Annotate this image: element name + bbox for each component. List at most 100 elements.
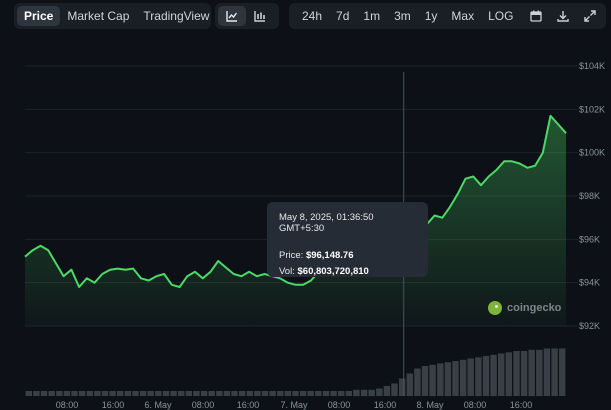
volume-bar (56, 391, 63, 396)
volume-bar (345, 391, 352, 396)
volume-bar (25, 391, 32, 396)
volume-bar (421, 366, 429, 396)
volume-bar (185, 391, 192, 396)
x-tick-label: 16:00 (237, 400, 260, 410)
calendar-button[interactable] (522, 6, 549, 26)
volume-bar (147, 391, 154, 396)
range-3m[interactable]: 3m (394, 9, 411, 23)
tooltip-volume-row: Vol: $60,803,720,810 (279, 266, 416, 277)
volume-bar (139, 391, 147, 396)
volume-bar (246, 391, 253, 396)
volume-bar (376, 388, 383, 396)
volume-bar (490, 354, 497, 397)
y-tick-label: $100K (579, 148, 605, 158)
volume-bar (437, 363, 444, 396)
volume-bar (467, 358, 474, 396)
volume-bar (78, 391, 86, 396)
range-7d[interactable]: 7d (336, 9, 350, 23)
volume-bar (208, 391, 215, 396)
volume-bar (315, 391, 322, 396)
tab-market-cap[interactable]: Market Cap (67, 9, 130, 23)
coingecko-logo-icon (488, 301, 502, 315)
line-chart-icon (226, 11, 238, 22)
volume-bar (399, 378, 406, 396)
volume-bar (368, 389, 375, 397)
volume-bar (193, 391, 200, 396)
volume-bar (254, 391, 261, 396)
volume-bar (200, 391, 208, 396)
volume-bar (155, 391, 162, 396)
volume-bar (71, 391, 78, 396)
x-axis: 08:00 16:00 6. May 08:00 16:00 7. May 08:00 16:… (56, 400, 533, 410)
y-tick-label: $98K (579, 191, 600, 201)
range-24h[interactable]: 24h (302, 9, 323, 23)
volume-bar (170, 391, 177, 396)
volume-bar (452, 361, 459, 396)
price-tooltip: May 8, 2025, 01:36:50 GMT+5:30 Price: $9… (267, 202, 428, 277)
volume-bar (505, 352, 512, 397)
volume-bars (25, 348, 566, 397)
x-tick-label: 16:00 (510, 400, 533, 410)
volume-bar (261, 391, 269, 396)
x-tick-label: 8. May (416, 400, 444, 410)
volume-bar (414, 368, 421, 396)
range-1m[interactable]: 1m (363, 9, 381, 23)
volume-bar (132, 391, 139, 396)
volume-bar (391, 383, 398, 396)
range-1y[interactable]: 1y (424, 9, 438, 23)
volume-bar (33, 391, 40, 396)
volume-bar (239, 391, 246, 396)
volume-bar (322, 391, 330, 396)
x-tick-label: 08:00 (56, 400, 79, 410)
x-tick-label: 08:00 (192, 400, 215, 410)
volume-bar (277, 391, 284, 396)
fullscreen-button[interactable] (576, 6, 603, 26)
volume-bar (48, 391, 55, 396)
x-tick-label: 16:00 (374, 400, 397, 410)
view-tabs: Price Market Cap TradingView (14, 3, 211, 29)
volume-bar (269, 391, 276, 396)
volume-bar (101, 391, 109, 396)
tab-price[interactable]: Price (17, 6, 61, 26)
x-tick-label: 08:00 (328, 400, 351, 410)
volume-bar (330, 391, 337, 396)
tooltip-price-value: $96,148.76 (305, 250, 354, 261)
volume-bar (109, 391, 116, 396)
y-axis: $104K $102K $100K $98K $96K $94K $92K (579, 61, 605, 331)
x-tick-label: 16:00 (102, 400, 125, 410)
volume-bar (63, 391, 71, 396)
line-chart-button[interactable] (218, 6, 246, 26)
volume-bar (475, 357, 482, 397)
y-tick-label: $92K (579, 321, 600, 331)
volume-bar (307, 391, 314, 396)
volume-bar (216, 391, 223, 396)
y-tick-label: $94K (579, 278, 600, 288)
download-button[interactable] (549, 6, 576, 26)
y-tick-label: $96K (579, 234, 600, 244)
range-max[interactable]: Max (451, 9, 475, 23)
expand-icon (583, 10, 596, 22)
volume-bar (117, 391, 124, 396)
x-tick-label: 7. May (280, 400, 308, 410)
volume-bar (520, 351, 528, 396)
price-line (24, 114, 567, 288)
range-log[interactable]: LOG (488, 9, 514, 23)
y-tick-label: $104K (579, 61, 605, 71)
volume-bar (543, 348, 551, 396)
candlestick-chart-icon (254, 11, 265, 22)
x-tick-label: 6. May (144, 400, 172, 410)
price-area-fill (25, 115, 566, 326)
chart-toolbar: Price Market Cap TradingView 24h 7d 1m 3… (0, 0, 611, 32)
volume-bar (444, 362, 452, 397)
tooltip-volume-label: Vol: (279, 266, 295, 277)
volume-bar (231, 391, 238, 396)
tab-tradingview[interactable]: TradingView (143, 9, 210, 23)
chart-type-group (215, 3, 279, 29)
candlestick-chart-button[interactable] (246, 6, 274, 26)
volume-bar (498, 353, 505, 396)
tooltip-date: May 8, 2025, 01:36:50 GMT+5:30 (279, 212, 374, 234)
volume-bar (482, 356, 490, 396)
volume-bar (559, 348, 566, 396)
volume-bar (536, 349, 543, 397)
